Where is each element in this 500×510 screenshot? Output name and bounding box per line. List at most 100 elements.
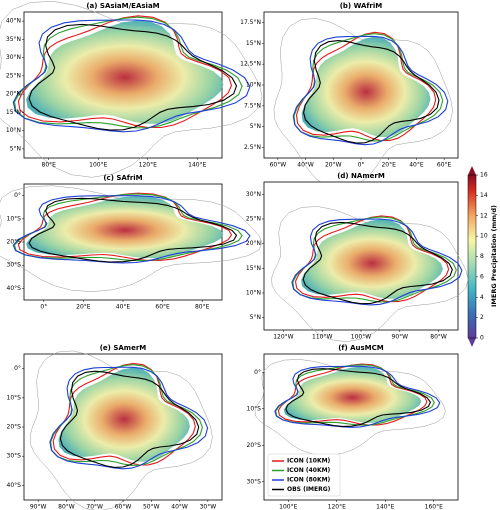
precip-field [301, 36, 431, 138]
x-tick-label: 110°W [312, 334, 332, 341]
x-tick-label: 80°W [430, 334, 447, 341]
panel-title: (a) SAsiaM/EAsiaM [86, 2, 159, 10]
coastline [0, 185, 263, 292]
contour [28, 197, 238, 263]
x-tick-label: 90°W [30, 504, 47, 510]
y-tick-label: 10°S [7, 215, 22, 222]
coastline [254, 359, 446, 456]
y-tick-label: 10°S [247, 405, 262, 412]
x-tick-label: 120°E [328, 504, 346, 510]
y-tick-label: 0° [254, 369, 261, 376]
colorbar-tick-label: 8 [480, 253, 484, 260]
contour [285, 368, 432, 427]
legend-box [267, 453, 341, 497]
x-tick-label: 70°W [86, 504, 103, 510]
colorbar-tick-label: 4 [480, 294, 484, 301]
y-tick-label: 15°N [246, 40, 261, 47]
x-tick-label: 100°E [89, 162, 107, 169]
contour [302, 221, 453, 305]
y-tick-label: 10°N [6, 127, 21, 134]
colorbar-label: IMERG Precipitation (mm/d) [490, 205, 498, 307]
contour [274, 365, 441, 428]
contour [17, 15, 233, 129]
colorbar-tick-label: 6 [480, 273, 484, 280]
legend-label: ICON (40KM) [287, 467, 331, 474]
y-tick-label: 10°N [246, 290, 261, 297]
contour [12, 195, 251, 264]
x-tick-label: 0° [40, 304, 47, 311]
precip-field [58, 367, 190, 462]
colorbar-tick-label: 14 [480, 192, 488, 199]
legend-label: ICON (80KM) [287, 477, 331, 484]
x-tick-label: 140°E [188, 162, 206, 169]
y-tick-label: 40°N [6, 18, 21, 25]
precip-field [26, 195, 224, 259]
precip-field [26, 20, 224, 124]
precip-field [283, 366, 422, 423]
coastline [0, 1, 263, 178]
y-tick-label: 20°N [6, 91, 21, 98]
contour [28, 23, 238, 131]
x-tick-label: 120°E [139, 162, 157, 169]
y-tick-label: 10°N [246, 82, 261, 89]
contour [291, 218, 463, 306]
y-tick-label: 40°S [7, 285, 22, 292]
y-tick-label: 5°N [250, 314, 261, 321]
x-tick-label: 140°E [376, 504, 394, 510]
colorbar-tick-label: 12 [480, 212, 488, 219]
colorbar-extend-bottom [468, 338, 476, 347]
colorbar-tick-label: 2 [480, 314, 484, 321]
y-tick-label: 25°N [6, 72, 21, 79]
panel-title: (f) AusMCM [338, 344, 384, 352]
x-tick-label: 40°W [297, 162, 314, 169]
legend-label: ICON (10KM) [287, 458, 331, 465]
colorbar [467, 174, 477, 339]
coastline [271, 206, 469, 342]
x-tick-label: 100°E [279, 504, 297, 510]
colorbar-tick-label: 0 [480, 335, 484, 342]
y-tick-label: 40°S [7, 482, 22, 489]
panel-title: (e) SAmerM [100, 344, 147, 352]
x-tick-label: 160°E [425, 504, 443, 510]
y-tick-label: 15°N [246, 265, 261, 272]
contour [12, 19, 251, 133]
y-tick-label: 25°N [246, 216, 261, 223]
y-tick-label: 10°S [7, 394, 22, 401]
colorbar-tick-label: 10 [480, 233, 488, 240]
y-tick-label: 2.5°N [244, 144, 261, 151]
x-tick-label: 40°W [171, 504, 188, 510]
x-tick-label: 40°E [116, 304, 131, 311]
y-tick-label: 5°N [250, 123, 261, 130]
x-tick-label: 60°W [270, 162, 287, 169]
y-tick-label: 0° [14, 365, 21, 372]
x-tick-label: 60°W [115, 504, 132, 510]
y-tick-label: 7.5°N [244, 102, 261, 109]
coastline [29, 350, 213, 510]
y-tick-label: 35°N [6, 36, 21, 43]
x-tick-label: 80°E [195, 304, 210, 311]
x-tick-label: 20°E [381, 162, 396, 169]
y-tick-label: 30°S [247, 478, 262, 485]
y-tick-label: 17.5°N [240, 19, 261, 26]
panel-title: (c) SAfriM [103, 174, 142, 182]
y-tick-label: 30°S [7, 262, 22, 269]
contour [292, 35, 449, 146]
x-tick-label: 20°E [76, 304, 91, 311]
x-tick-label: 60°E [437, 162, 452, 169]
x-tick-label: 20°W [325, 162, 342, 169]
x-tick-label: 50°W [143, 504, 160, 510]
coastline [273, 18, 453, 190]
colorbar-extend-top [468, 166, 476, 175]
x-tick-label: 120°W [273, 334, 293, 341]
y-tick-label: 20°S [7, 239, 22, 246]
contour [303, 40, 440, 144]
x-tick-label: 30°W [200, 504, 217, 510]
x-tick-label: 100°W [351, 334, 371, 341]
y-tick-label: 30°N [6, 54, 21, 61]
y-tick-label: 20°N [246, 240, 261, 247]
y-tick-label: 30°S [7, 453, 22, 460]
x-tick-label: 90°W [392, 334, 409, 341]
colorbar-tick-label: 16 [480, 172, 488, 179]
panel-title: (b) WAfriM [340, 2, 383, 10]
